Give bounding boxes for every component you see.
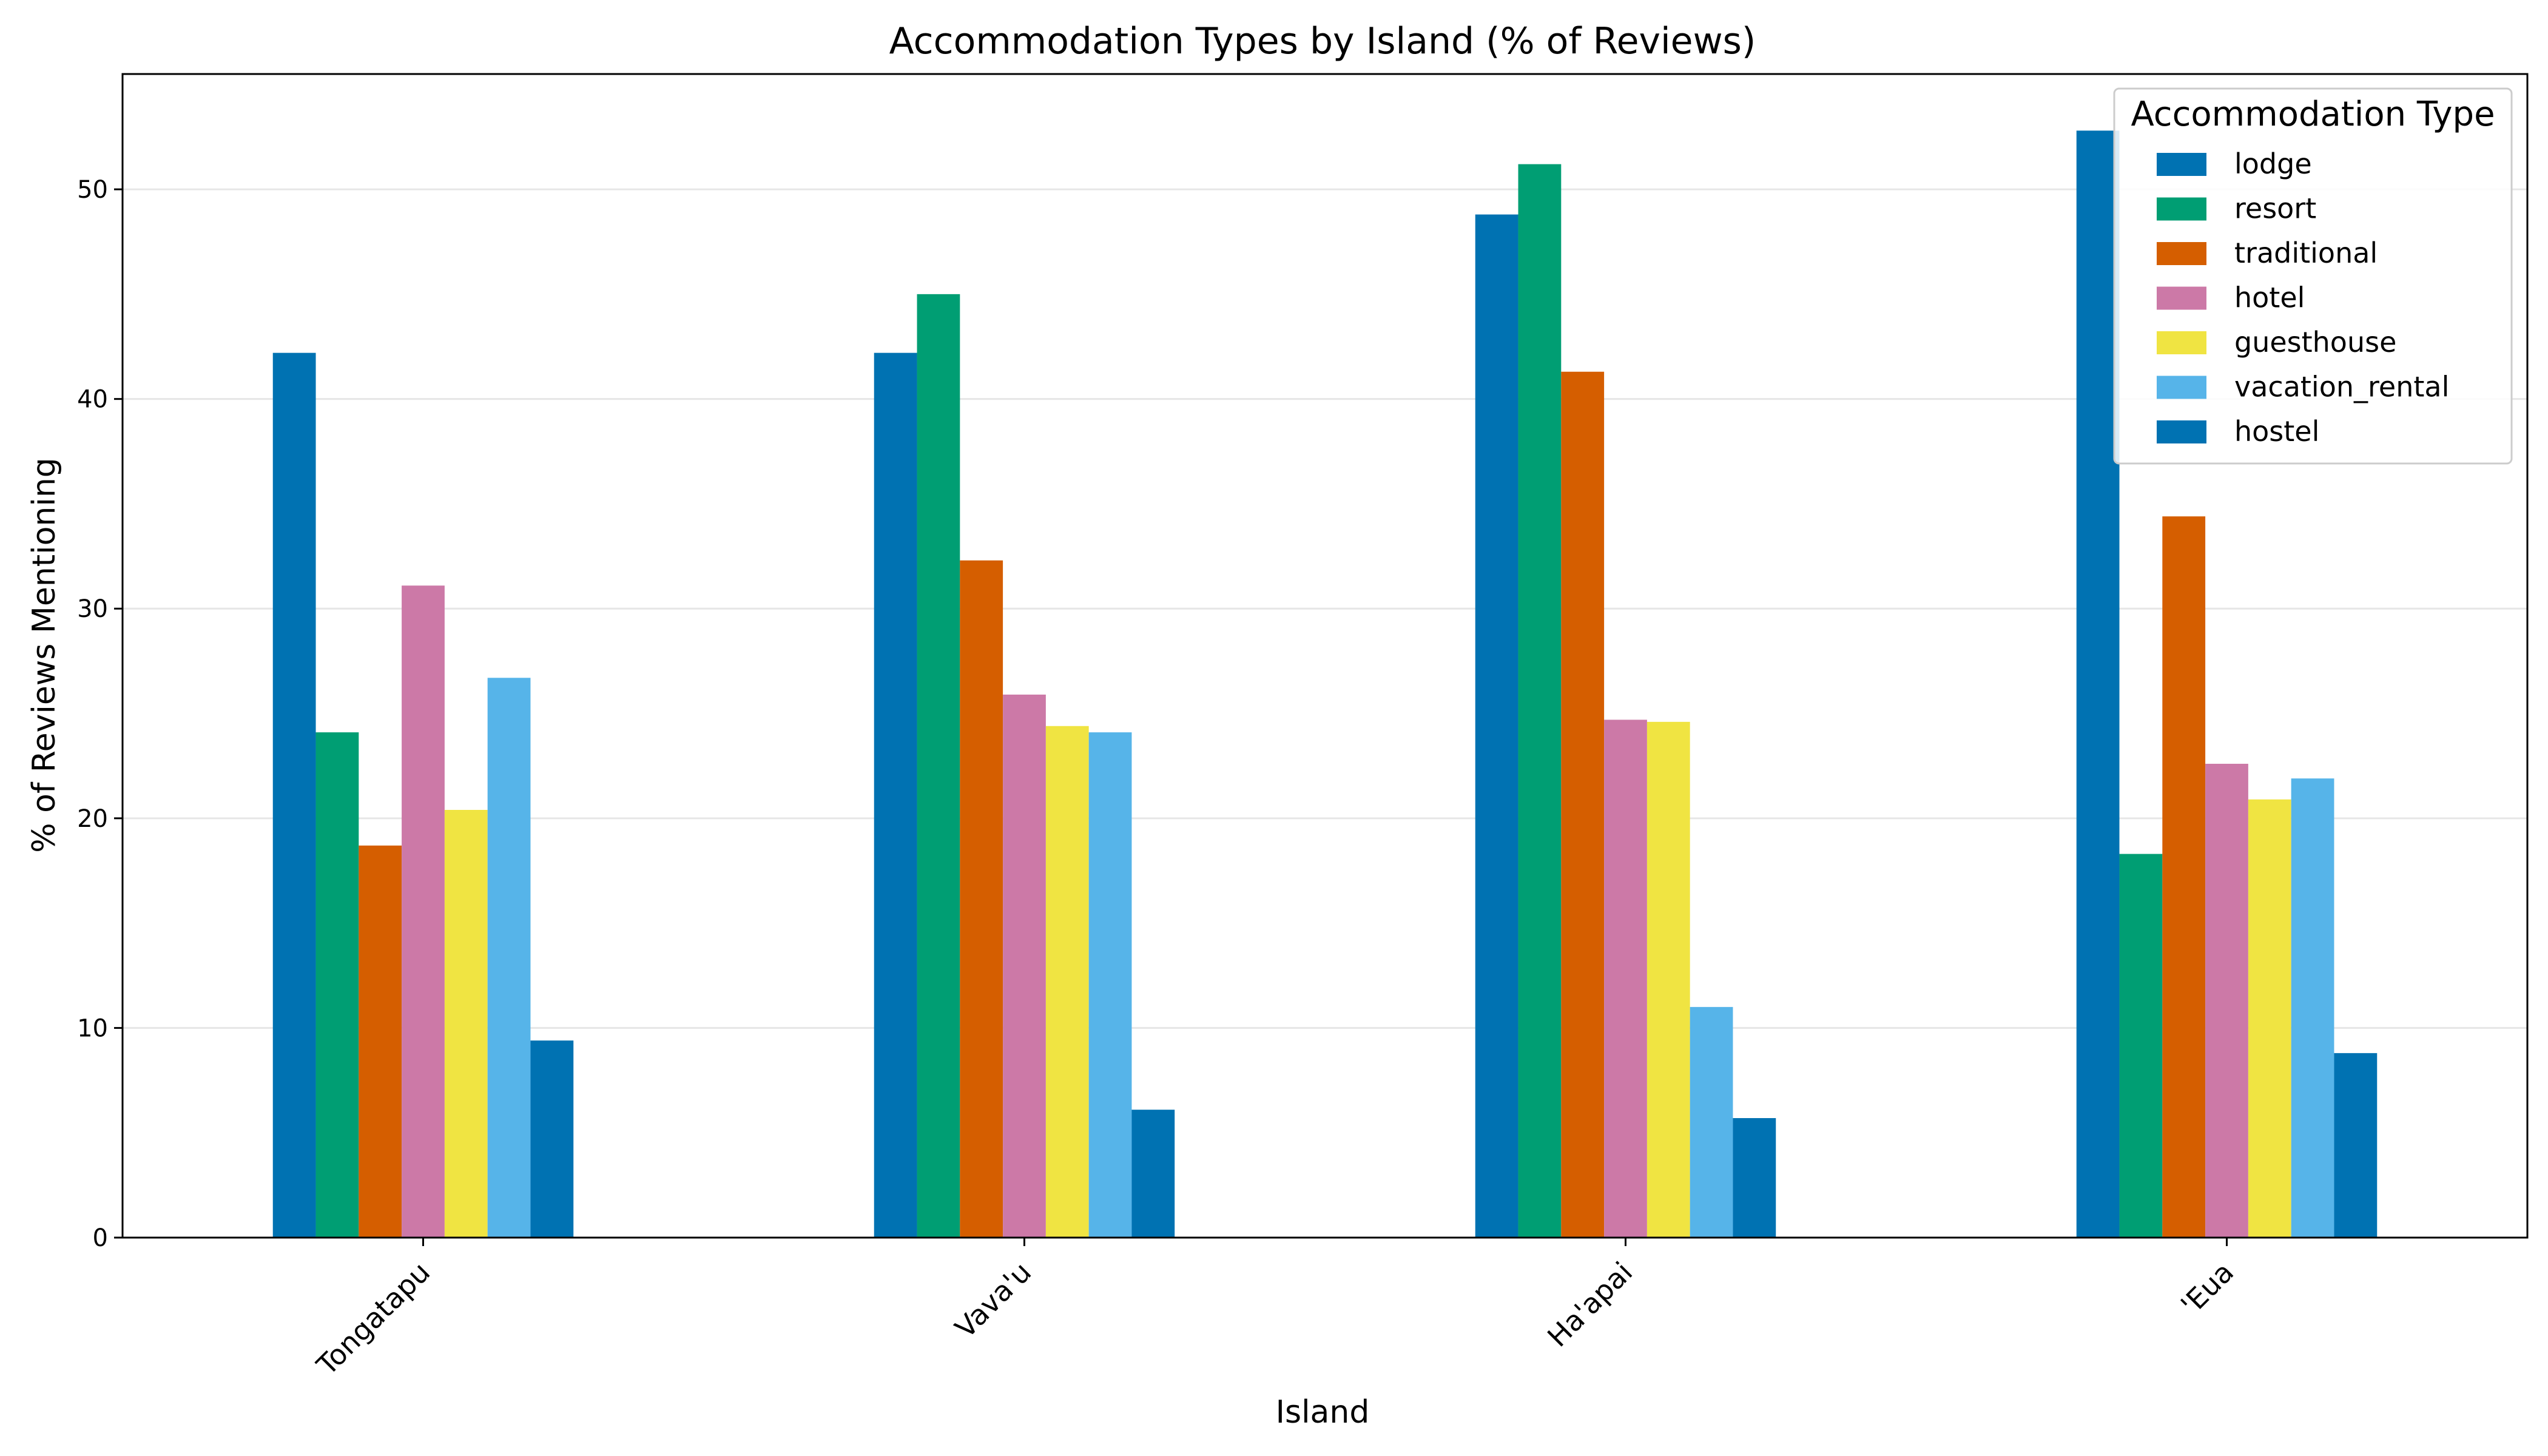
bar-resort (1518, 164, 1562, 1238)
y-tick-label: 0 (93, 1224, 108, 1252)
bar-hostel (1733, 1118, 1776, 1238)
legend-swatch-resort (2157, 197, 2206, 221)
legend-box (2113, 87, 2513, 465)
bar-hotel (402, 585, 445, 1238)
legend: Accommodation Type lodge resort traditiona… (2113, 87, 2513, 465)
legend-items: lodge resort traditional hotel guesthouse vac… (2157, 147, 2449, 448)
bar-lodge (874, 352, 917, 1238)
bar-guesthouse (1045, 726, 1089, 1238)
legend-label-hostel: hostel (2234, 415, 2319, 448)
legend-label-lodge: lodge (2234, 147, 2312, 180)
bar-hotel (1003, 694, 1046, 1238)
legend-swatch-hostel (2157, 420, 2206, 443)
bar-vacation-rental (2291, 778, 2334, 1238)
y-axis-ticks: 0 10 20 30 40 50 (77, 176, 123, 1252)
y-tick-label: 20 (77, 805, 108, 833)
y-tick-label: 40 (77, 386, 108, 414)
chart-title: Accommodation Types by Island (% of Revi… (889, 20, 1756, 62)
legend-label-traditional: traditional (2234, 237, 2378, 269)
plot-frame (121, 73, 2529, 1239)
legend-swatch-hotel (2157, 286, 2206, 310)
bar-traditional (2162, 516, 2206, 1238)
x-axis-label: Island (1276, 1394, 1370, 1431)
legend-label-guesthouse: guesthouse (2234, 326, 2396, 359)
legend-label-resort: resort (2234, 192, 2316, 225)
bar-hotel (2205, 763, 2248, 1238)
bar-vacation-rental (1690, 1006, 1733, 1238)
legend-swatch-lodge (2157, 153, 2206, 176)
bar-vacation-rental (1088, 732, 1132, 1238)
bar-guesthouse (444, 810, 488, 1238)
bar-hotel (1604, 720, 1647, 1238)
bar-resort (917, 294, 960, 1238)
bar-vacation-rental (487, 678, 531, 1238)
legend-title: Accommodation Type (2131, 95, 2495, 134)
legend-swatch-traditional (2157, 242, 2206, 265)
bar-traditional (960, 560, 1003, 1238)
bar-lodge (2076, 130, 2120, 1238)
bar-hostel (530, 1040, 574, 1238)
legend-swatch-guesthouse (2157, 331, 2206, 354)
bar-resort (2119, 854, 2163, 1238)
bar-lodge (1475, 214, 1518, 1238)
y-axis-label: % of Reviews Mentioning (26, 457, 62, 853)
bar-hostel (2334, 1053, 2378, 1238)
bar-traditional (1561, 371, 1605, 1238)
legend-swatch-vacation-rental (2157, 376, 2206, 399)
legend-label-vacation-rental: vacation_rental (2234, 371, 2449, 403)
legend-label-hotel: hotel (2234, 281, 2305, 314)
bar-lodge (272, 352, 316, 1238)
bar-guesthouse (1646, 721, 1690, 1238)
bar-hostel (1131, 1110, 1175, 1238)
bars (272, 130, 2378, 1238)
bar-resort (315, 732, 359, 1238)
bar-guesthouse (2248, 799, 2291, 1238)
y-tick-label: 50 (77, 176, 108, 204)
y-tick-label: 30 (77, 595, 108, 623)
y-tick-label: 10 (77, 1014, 108, 1042)
bar-traditional (359, 845, 402, 1238)
